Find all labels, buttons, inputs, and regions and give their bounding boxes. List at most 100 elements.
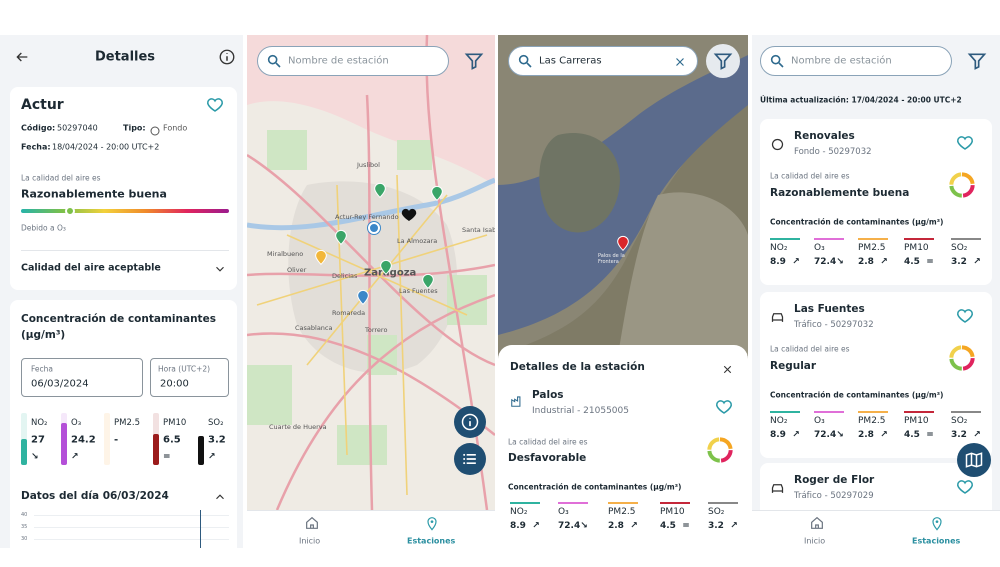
station-marker[interactable]	[420, 271, 436, 291]
pollutant-trend: ↗	[730, 521, 738, 531]
home-icon[interactable]	[809, 515, 825, 531]
quality-cause: Debido a O₃	[21, 223, 66, 233]
favorite-button[interactable]	[206, 96, 224, 114]
stations-icon[interactable]	[929, 515, 945, 531]
pollutant-trend: ↗	[208, 452, 216, 462]
accordion-toggle[interactable]	[213, 261, 227, 275]
accordion-title[interactable]: Calidad del aire aceptable	[21, 262, 161, 274]
date-field[interactable]: Fecha 06/03/2024	[21, 358, 143, 397]
filter-icon-glyph	[464, 53, 484, 70]
pollutant-name: SO₂	[208, 418, 224, 428]
pollutant-trend: ↘	[31, 452, 39, 462]
station-marker-glyph	[315, 249, 327, 266]
pollutant-name: PM2.5	[608, 507, 636, 517]
stations-icon-glyph	[932, 517, 942, 531]
list-fab[interactable]	[454, 443, 486, 475]
station-subtitle: Tráfico - 50297029	[794, 491, 874, 501]
favorite-button[interactable]	[956, 307, 974, 325]
search-box[interactable]: Nombre de estación	[760, 46, 952, 76]
pollutant-name: NO₂	[31, 418, 48, 428]
daily-title[interactable]: Datos del día 06/03/2024	[21, 490, 169, 502]
filter-button[interactable]	[706, 44, 740, 78]
pollutant-line	[814, 238, 844, 240]
quality-ring-glyph	[949, 345, 975, 371]
search-text: Nombre de estación	[791, 55, 892, 67]
clear-button[interactable]	[673, 54, 687, 68]
search-box[interactable]: Las Carreras	[508, 46, 698, 76]
station-marker[interactable]	[372, 180, 388, 200]
station-marker[interactable]	[615, 233, 631, 253]
station-marker[interactable]	[429, 183, 445, 203]
favorite-button-glyph	[957, 136, 973, 150]
pollutant-value: 27	[31, 434, 45, 446]
bottom-nav: Inicio Estaciones	[752, 510, 1000, 548]
search-icon-glyph	[770, 54, 784, 68]
info-fab[interactable]	[454, 406, 486, 438]
info-fab-icon-glyph	[461, 413, 479, 431]
pollutant-name: O₃	[814, 416, 825, 426]
station-name: Renovales	[794, 130, 855, 142]
station-name: Las Fuentes	[794, 303, 865, 315]
town-area	[618, 192, 748, 355]
filter-icon-glyph	[967, 53, 987, 70]
filter-icon	[713, 51, 733, 71]
stations-icon[interactable]	[424, 515, 440, 531]
nav-label-active[interactable]: Estaciones	[407, 536, 456, 546]
map-fab[interactable]	[957, 443, 991, 477]
map-fab-icon-glyph	[965, 452, 983, 468]
screen-title: Detalles	[94, 49, 156, 65]
favorite-button[interactable]	[956, 134, 974, 152]
station-marker[interactable]	[333, 227, 349, 247]
station-marker[interactable]	[313, 247, 329, 267]
pollutant-value: 2.8	[858, 257, 874, 267]
pollutant-line	[660, 502, 690, 504]
info-button[interactable]	[218, 48, 236, 66]
type-icon-glyph	[150, 126, 160, 136]
pollutant-value: 6.5	[163, 434, 181, 446]
favorite-button[interactable]	[956, 478, 974, 496]
pollutant-track	[104, 413, 110, 465]
map-background	[247, 35, 495, 511]
pollutant-trend: ↘	[580, 521, 588, 531]
favorite-marker[interactable]	[400, 206, 418, 224]
list-fab-icon	[460, 449, 480, 469]
filter-icon	[967, 51, 987, 71]
streets	[256, 174, 488, 496]
back-button[interactable]	[14, 49, 30, 65]
station-name: Roger de Flor	[794, 474, 875, 486]
map-label: Miralbueno	[267, 250, 304, 258]
station-marker[interactable]	[355, 287, 371, 307]
nav-label[interactable]: Inicio	[299, 536, 321, 546]
station-marker[interactable]	[378, 257, 394, 277]
map-label: Zaragoza	[364, 267, 417, 279]
daily-toggle[interactable]	[213, 489, 227, 503]
filter-button[interactable]	[457, 44, 491, 78]
station-card[interactable]: Renovales Fondo - 50297032 La calidad del …	[760, 119, 992, 285]
station-marker-glyph	[431, 185, 443, 202]
field-label: Fecha	[31, 364, 53, 374]
home-icon-glyph	[811, 516, 823, 529]
pollutant-name: SO₂	[951, 416, 968, 426]
quality-ring	[704, 434, 736, 466]
filter-button[interactable]	[960, 44, 994, 78]
pollutant-value: 4.5	[660, 521, 676, 531]
map-background	[498, 35, 748, 355]
island	[539, 133, 620, 233]
pollutant-value: 2.8	[858, 430, 874, 440]
favorite-button[interactable]	[715, 398, 733, 416]
pollutant-name: O₃	[558, 507, 569, 517]
pollutant-name: PM10	[660, 507, 685, 517]
search-icon	[517, 53, 533, 69]
station-card[interactable]: Las Fuentes Tráfico - 50297032 La calidad …	[760, 292, 992, 458]
hour-field[interactable]: Hora (UTC+2) 20:00	[150, 358, 229, 397]
close-button[interactable]	[721, 361, 734, 374]
pollutant-trend: =	[682, 521, 690, 531]
search-box[interactable]: Nombre de estación	[257, 46, 449, 76]
station-marker-glyph	[617, 235, 629, 252]
nav-label[interactable]: Inicio	[804, 536, 826, 546]
quality-ring-glyph	[707, 437, 733, 463]
home-icon[interactable]	[304, 515, 320, 531]
pollutant-trend: ↗	[973, 430, 981, 440]
nav-label-active[interactable]: Estaciones	[912, 536, 961, 546]
quality-marker	[65, 206, 75, 216]
